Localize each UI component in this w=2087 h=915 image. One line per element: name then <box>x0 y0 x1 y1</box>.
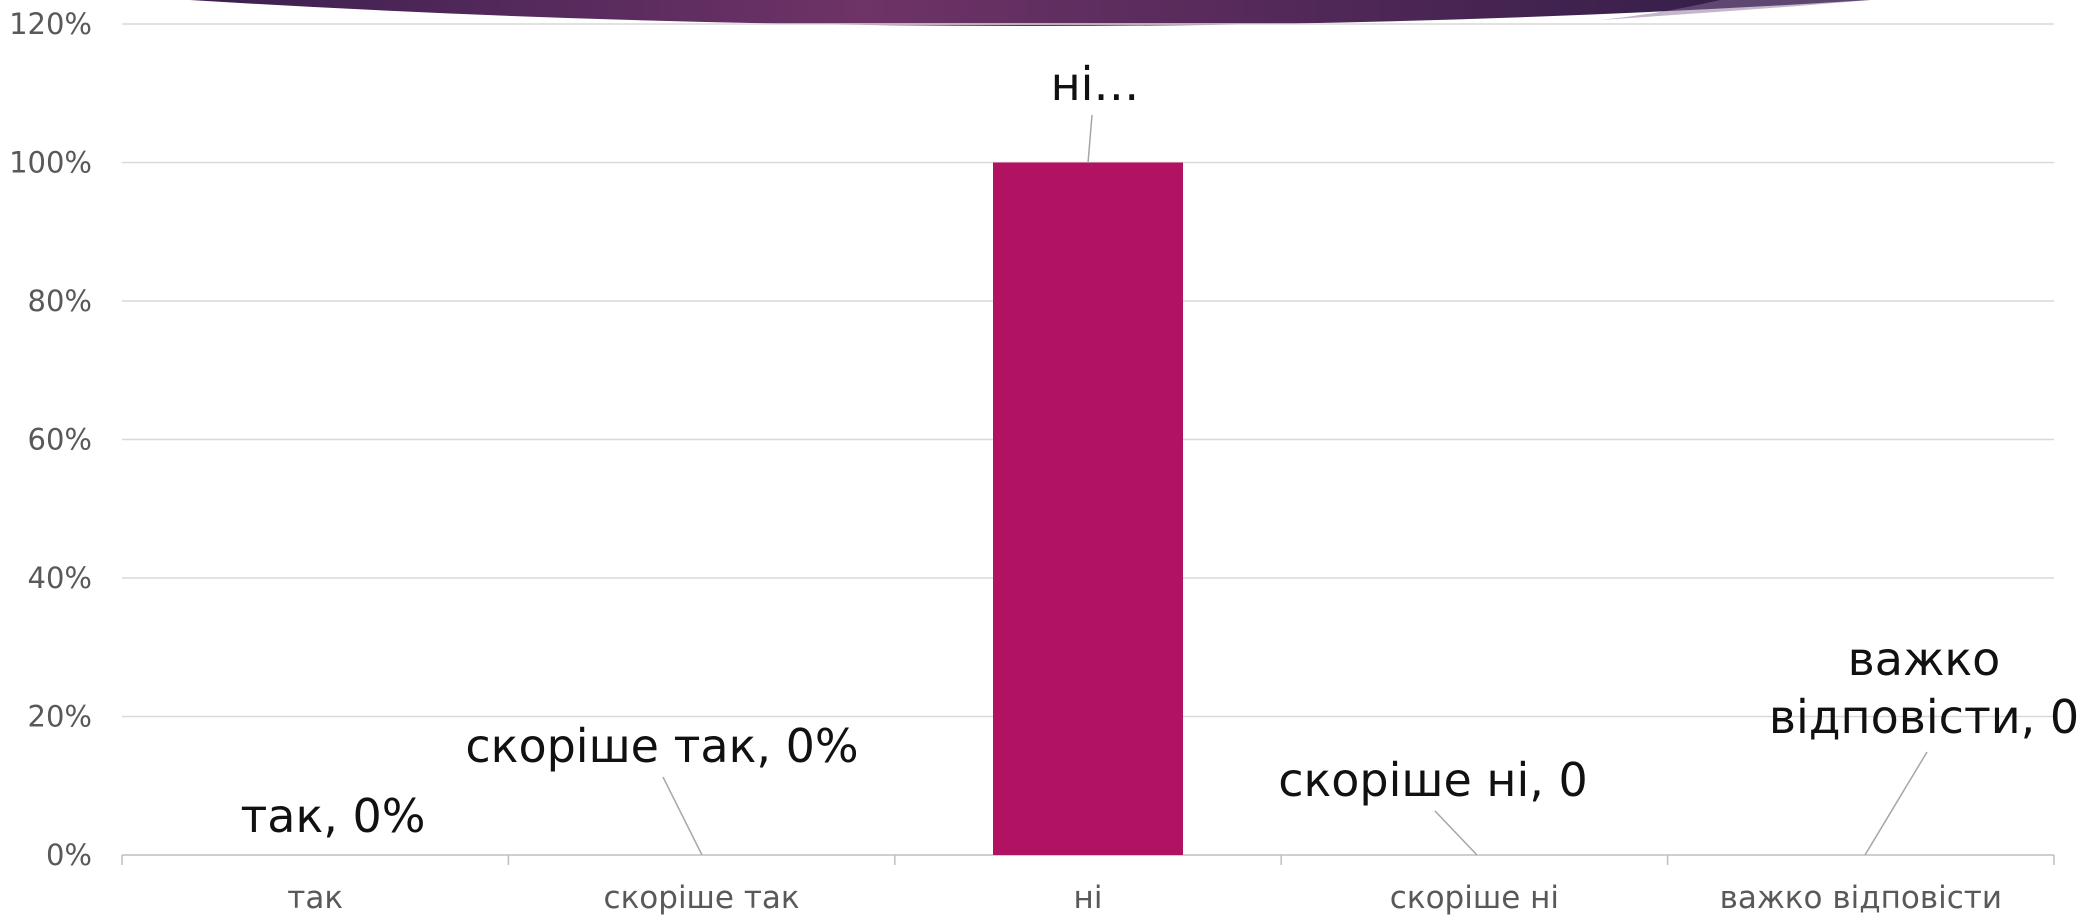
data-label-leader <box>662 776 703 856</box>
labels: 0% 20% 40% 60% 80% 100% 120% так скоріше так ні ск… <box>9 7 2079 915</box>
x-tick-label: важко відповісти <box>1720 880 2002 915</box>
data-label-leader <box>1434 810 1478 856</box>
bar <box>993 162 1183 855</box>
bars <box>993 162 1183 855</box>
axes <box>121 854 2055 865</box>
y-tick-label: 100% <box>9 146 92 180</box>
data-label: ні… <box>1051 57 1140 111</box>
y-tick-label: 120% <box>9 7 92 41</box>
data-label: так, 0% <box>241 789 426 843</box>
data-label-leader <box>1087 114 1093 164</box>
title-banner <box>190 0 1870 26</box>
y-tick-label: 0% <box>46 838 92 872</box>
x-tick-label: скоріше ні <box>1390 880 1559 915</box>
x-tick-label: ні <box>1074 880 1103 915</box>
data-label: скоріше так, 0% <box>465 719 858 773</box>
y-tick-label: 20% <box>28 700 92 734</box>
x-tick-label: так <box>287 880 343 915</box>
y-tick-label: 80% <box>28 284 92 318</box>
data-label: відповісти, 0 <box>1769 690 2079 744</box>
y-tick-label: 40% <box>28 561 92 595</box>
x-tick-label: скоріше так <box>604 880 800 915</box>
data-label-leader <box>1864 751 1928 856</box>
data-label: важко <box>1848 632 2001 686</box>
title-banner-accent <box>1600 0 1870 20</box>
data-label: скоріше ні, 0 <box>1278 753 1588 807</box>
y-tick-label: 60% <box>28 423 92 457</box>
